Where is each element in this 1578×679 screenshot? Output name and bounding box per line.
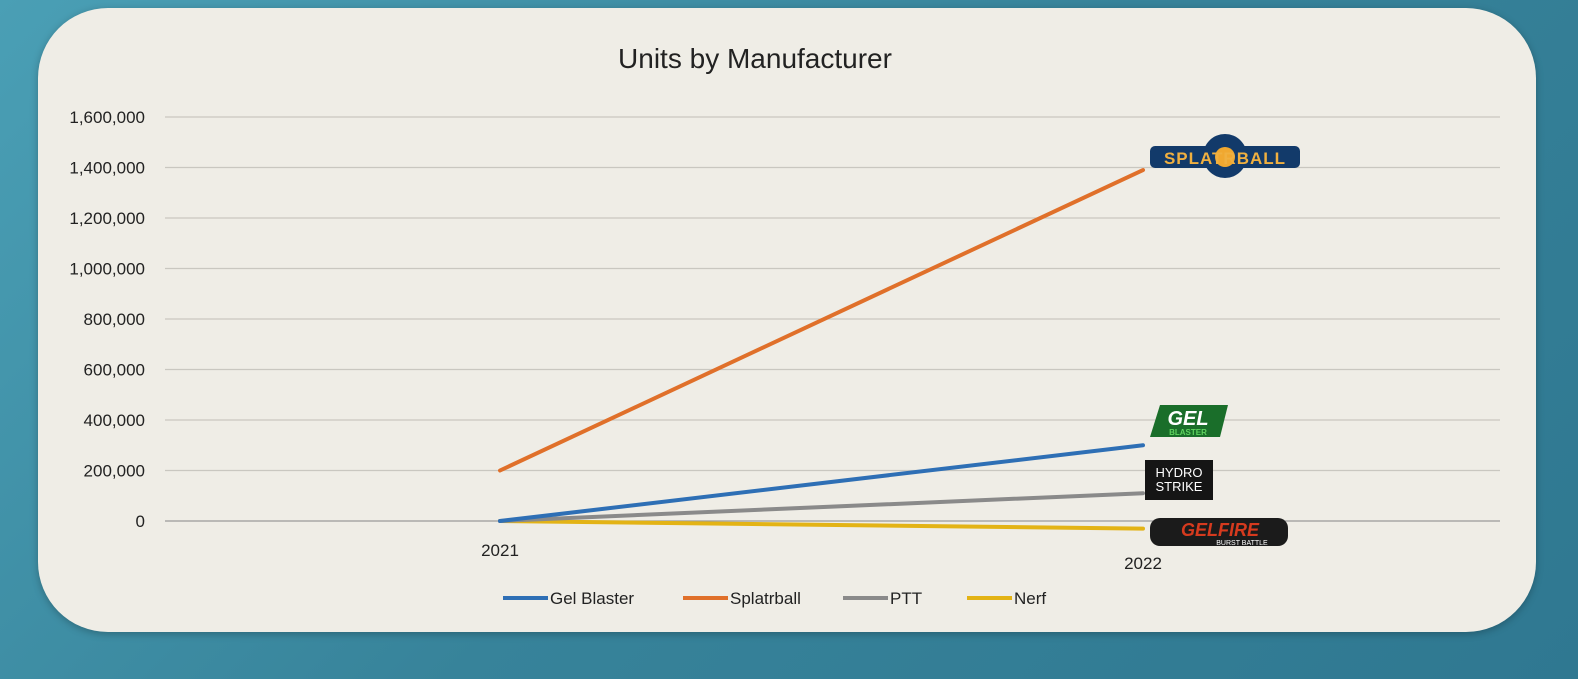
legend-label: Nerf bbox=[1014, 589, 1046, 608]
legend-item: Gel Blaster bbox=[503, 589, 634, 608]
y-tick-label: 1,600,000 bbox=[69, 108, 145, 127]
series-line-ptt bbox=[498, 491, 1145, 523]
logo-subtext: BURST BATTLE bbox=[1216, 540, 1268, 547]
legend-label: Splatrball bbox=[730, 589, 801, 608]
logo-text: GEL bbox=[1167, 408, 1208, 430]
y-tick-label: 1,200,000 bbox=[69, 209, 145, 228]
logo-splatrball: SPLATRBALL bbox=[1150, 134, 1300, 178]
legend-item: Splatrball bbox=[683, 589, 801, 608]
logo-background bbox=[1145, 460, 1213, 500]
y-tick-label: 400,000 bbox=[84, 411, 145, 430]
legend-item: PTT bbox=[843, 589, 922, 608]
legend-label: Gel Blaster bbox=[550, 589, 634, 608]
y-tick-label: 200,000 bbox=[84, 462, 145, 481]
logo-ball bbox=[1215, 147, 1235, 167]
logo-text: HYDRO bbox=[1156, 465, 1203, 480]
logo-subtext: BLASTER bbox=[1169, 428, 1207, 437]
y-tick-label: 1,000,000 bbox=[69, 260, 145, 279]
series-line-splatrball bbox=[498, 168, 1145, 473]
x-tick-label: 2021 bbox=[481, 541, 519, 560]
legend-item: Nerf bbox=[967, 589, 1046, 608]
y-tick-label: 0 bbox=[136, 512, 145, 531]
x-tick-label: 2022 bbox=[1124, 554, 1162, 573]
logo-background bbox=[1150, 405, 1228, 437]
series-line-nerf bbox=[498, 519, 1145, 531]
y-tick-label: 600,000 bbox=[84, 361, 145, 380]
chart-title: Units by Manufacturer bbox=[618, 43, 892, 74]
logo-background bbox=[1150, 518, 1288, 546]
legend-label: PTT bbox=[890, 589, 922, 608]
logo-subtext: STRIKE bbox=[1156, 479, 1203, 494]
y-tick-label: 800,000 bbox=[84, 310, 145, 329]
logo-text: SPLATRBALL bbox=[1164, 149, 1286, 168]
y-tick-label: 1,400,000 bbox=[69, 159, 145, 178]
logo-text: GELFIRE bbox=[1181, 520, 1260, 540]
series-line-gel-blaster bbox=[498, 443, 1145, 523]
